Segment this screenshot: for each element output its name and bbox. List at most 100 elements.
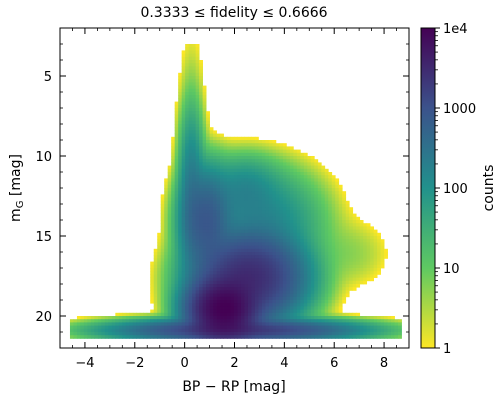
- heatmap-cell: [366, 268, 371, 272]
- heatmap-cell: [230, 194, 235, 198]
- heatmap-cell: [247, 188, 252, 192]
- heatmap-cell: [174, 306, 179, 310]
- heatmap-cell: [206, 319, 210, 323]
- heatmap-cell: [258, 303, 263, 307]
- heatmap-cell: [296, 293, 301, 298]
- heatmap-cell: [289, 152, 294, 157]
- heatmap-cell: [261, 300, 266, 304]
- heatmap-cell: [213, 245, 217, 250]
- heatmap-cell: [160, 248, 165, 253]
- heatmap-cell: [338, 216, 343, 221]
- heatmap-cell: [237, 290, 242, 294]
- heatmap-cell: [335, 184, 340, 189]
- heatmap-cell: [234, 191, 238, 195]
- heatmap-cell: [234, 178, 238, 182]
- heatmap-cell: [139, 322, 144, 326]
- heatmap-cell: [202, 117, 207, 122]
- heatmap-cell: [240, 332, 245, 336]
- heatmap-cell: [275, 303, 280, 307]
- heatmap-cell: [192, 248, 197, 253]
- heatmap-cell: [164, 242, 169, 246]
- heatmap-cell: [90, 335, 95, 339]
- heatmap-cell: [279, 290, 284, 294]
- heatmap-cell: [167, 207, 172, 211]
- heatmap-cell: [366, 226, 371, 230]
- heatmap-cell: [160, 207, 165, 211]
- heatmap-cell: [373, 236, 378, 240]
- heatmap-cell: [356, 239, 361, 243]
- heatmap-cell: [303, 306, 308, 310]
- heatmap-cell: [181, 284, 186, 288]
- heatmap-cell: [202, 271, 207, 275]
- heatmap-cell: [279, 194, 284, 198]
- heatmap-cell: [185, 152, 190, 157]
- heatmap-cell: [206, 124, 210, 128]
- heatmap-cell: [240, 306, 245, 310]
- heatmap-cell: [188, 136, 193, 141]
- heatmap-cell: [199, 172, 203, 176]
- heatmap-cell: [199, 152, 203, 157]
- heatmap-cell: [398, 322, 402, 326]
- heatmap-cell: [261, 184, 266, 189]
- heatmap-cell: [317, 325, 322, 330]
- heatmap-cell: [254, 335, 259, 339]
- heatmap-cell: [258, 261, 263, 266]
- heatmap-cell: [251, 210, 256, 214]
- heatmap-cell: [314, 319, 319, 323]
- heatmap-cell: [342, 312, 347, 317]
- heatmap-cell: [213, 332, 217, 336]
- heatmap-cell: [188, 229, 193, 234]
- heatmap-cell: [321, 172, 326, 176]
- heatmap-cell: [220, 216, 224, 221]
- heatmap-cell: [398, 332, 402, 336]
- heatmap-cell: [314, 264, 319, 269]
- heatmap-cell: [220, 168, 224, 173]
- heatmap-cell: [213, 325, 217, 330]
- heatmap-cell: [174, 210, 179, 214]
- heatmap-cell: [265, 194, 270, 198]
- heatmap-cell: [244, 149, 249, 154]
- heatmap-cell: [314, 325, 319, 330]
- heatmap-cell: [328, 172, 333, 176]
- heatmap-cell: [338, 184, 343, 189]
- heatmap-cell: [286, 207, 291, 211]
- heatmap-cell: [352, 264, 357, 269]
- heatmap-cell: [230, 293, 235, 298]
- heatmap-cell: [265, 264, 270, 269]
- heatmap-cell: [251, 242, 256, 246]
- heatmap-cell: [282, 332, 287, 336]
- heatmap-cell: [335, 204, 340, 208]
- heatmap-cell: [164, 184, 169, 189]
- heatmap-cell: [237, 284, 242, 288]
- heatmap-cell: [282, 188, 287, 192]
- heatmap-cell: [258, 181, 263, 186]
- heatmap-cell: [286, 226, 291, 230]
- heatmap-cell: [230, 322, 235, 326]
- heatmap-cell: [174, 175, 179, 179]
- heatmap-cell: [321, 165, 326, 170]
- heatmap-cell: [324, 316, 329, 320]
- heatmap-cell: [261, 226, 266, 230]
- heatmap-cell: [150, 328, 155, 333]
- heatmap-cell: [199, 143, 203, 147]
- heatmap-cell: [335, 239, 340, 243]
- heatmap-cell: [324, 319, 329, 323]
- heatmap-cell: [202, 280, 207, 285]
- chart-title: 0.3333 ≤ fidelity ≤ 0.6666: [140, 5, 327, 21]
- heatmap-cell: [223, 300, 228, 304]
- heatmap-cell: [188, 210, 193, 214]
- heatmap-cell: [331, 229, 336, 234]
- heatmap-cell: [349, 312, 354, 317]
- heatmap-cell: [317, 232, 322, 237]
- heatmap-cell: [265, 255, 270, 259]
- heatmap-cell: [220, 175, 224, 179]
- heatmap-cell: [188, 63, 193, 67]
- heatmap-cell: [171, 213, 176, 218]
- heatmap-cell: [129, 316, 134, 320]
- heatmap-cell: [321, 274, 326, 278]
- heatmap-cell: [171, 181, 176, 186]
- heatmap-cell: [240, 316, 245, 320]
- heatmap-cell: [307, 287, 312, 291]
- heatmap-cell: [363, 261, 368, 266]
- heatmap-cell: [286, 204, 291, 208]
